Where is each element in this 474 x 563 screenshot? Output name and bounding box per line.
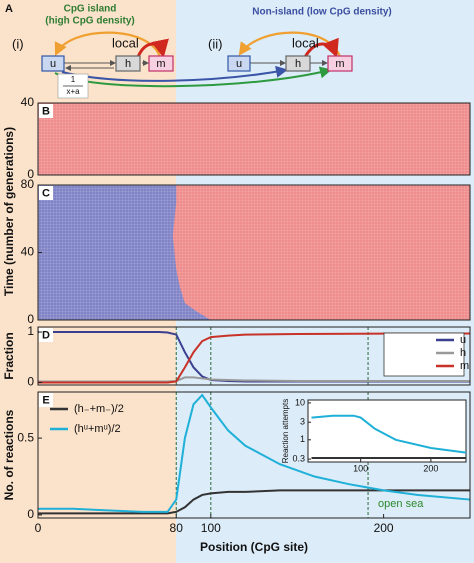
- plot-frame: [37, 391, 471, 519]
- x-tick-label: 200: [374, 521, 394, 535]
- panel-label: A: [5, 3, 13, 15]
- state-label: u: [236, 58, 242, 70]
- inset-y-tick-label: 3: [300, 417, 305, 427]
- series-line: [38, 332, 470, 384]
- panel-label-box: [39, 104, 53, 118]
- y-tick-label: 40: [21, 95, 35, 109]
- panel-label: C: [42, 187, 50, 199]
- x-tick-label: 80: [170, 521, 184, 535]
- panel-label-box: [39, 328, 53, 342]
- local-label: local: [112, 35, 139, 50]
- y-tick-label: 1: [27, 324, 34, 338]
- state-box: [327, 55, 353, 72]
- series-line: [38, 393, 471, 513]
- state-label: h: [295, 58, 301, 70]
- plot-frame: [37, 326, 471, 386]
- rate-numerator: 1: [71, 75, 76, 84]
- x-tick-label: 100: [201, 521, 221, 535]
- plot-frame: [37, 102, 471, 176]
- nonisland-title: Non-island (low CpG density): [252, 7, 391, 18]
- inset-line: [311, 414, 467, 454]
- state-label: h: [125, 58, 131, 70]
- legend-label: h: [460, 347, 466, 359]
- y-tick-label: 0: [27, 507, 34, 521]
- island-title: (high CpG density): [45, 16, 134, 27]
- state-label: m: [335, 58, 344, 70]
- panel-label-box: [39, 393, 53, 407]
- cell-texture: [38, 185, 470, 320]
- panel-label: D: [42, 329, 50, 341]
- series-line: [38, 489, 470, 515]
- inset-background: [307, 399, 467, 463]
- legend-label: m: [460, 360, 469, 372]
- state-box: [115, 55, 141, 72]
- rate-denominator: x+a: [66, 87, 80, 96]
- state-box: [41, 55, 65, 72]
- annotation: open sea: [378, 498, 424, 510]
- series-line: [38, 376, 470, 383]
- island-title: CpG island: [64, 4, 117, 15]
- cell-texture: [38, 103, 470, 175]
- arrow: [303, 37, 339, 58]
- y-axis-label: Fraction: [2, 332, 16, 379]
- y-tick-label: 40: [21, 245, 35, 259]
- inset-y-tick-label: 10: [295, 397, 305, 407]
- state-box: [227, 55, 251, 72]
- y-tick-label: 0: [27, 375, 34, 389]
- inset-y-label: Reaction attempts: [281, 399, 290, 463]
- y-tick-label: 0.5: [17, 430, 34, 444]
- x-axis-label: Position (CpG site): [200, 540, 308, 554]
- panel-label: E: [42, 394, 49, 406]
- scheme-tag: (i): [12, 36, 24, 51]
- y-tick-label: 0: [27, 167, 34, 181]
- y-axis-label: No. of reactions: [2, 409, 16, 500]
- inset-x-tick-label: 200: [423, 463, 438, 473]
- panel-label-box: [39, 186, 53, 200]
- scheme-tag: (ii): [208, 36, 222, 51]
- inset-x-tick-label: 100: [353, 463, 368, 473]
- state-label: u: [50, 58, 56, 70]
- state-box: [285, 55, 311, 72]
- legend-label: (hᵘ+mᵘ)/2: [74, 423, 121, 435]
- panel-label: B: [42, 105, 50, 117]
- state-label: m: [156, 58, 165, 70]
- inset-y-tick-label: 0.3: [292, 453, 305, 463]
- local-label: local: [292, 35, 319, 50]
- y-axis-label: Time (number of generations): [2, 127, 16, 296]
- legend-label: (h₋+m₋)/2: [74, 403, 124, 415]
- inset-y-tick-label: 1: [300, 434, 305, 444]
- y-tick-label: 0: [27, 312, 34, 326]
- y-tick-label: 80: [21, 177, 35, 191]
- panel-a: A CpG island (high CpG density) Non-isla…: [5, 3, 392, 99]
- arrow: [136, 38, 169, 58]
- state-box: [148, 55, 174, 72]
- x-tick-label: 0: [35, 521, 42, 535]
- legend-label: u: [460, 334, 466, 346]
